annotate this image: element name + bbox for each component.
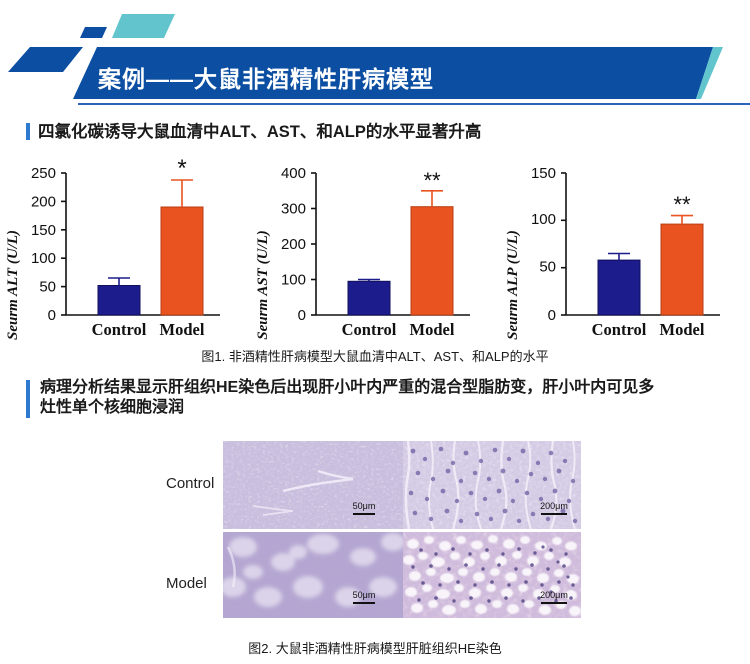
svg-text:50μm: 50μm [353, 590, 376, 600]
svg-text:0: 0 [298, 307, 306, 324]
svg-text:150: 150 [531, 165, 556, 182]
svg-text:200: 200 [31, 193, 56, 210]
svg-text:Seurm ALT (U/L): Seurm ALT (U/L) [5, 230, 21, 340]
svg-text:50: 50 [539, 258, 556, 275]
svg-text:150: 150 [31, 222, 56, 239]
svg-text:**: ** [673, 192, 691, 217]
svg-text:250: 250 [31, 165, 56, 182]
svg-text:0: 0 [48, 307, 56, 324]
svg-text:Control: Control [92, 320, 147, 339]
svg-text:200μm: 200μm [540, 590, 568, 600]
svg-text:50: 50 [39, 279, 56, 296]
svg-text:0: 0 [548, 307, 556, 324]
svg-text:Seurm ALP (U/L): Seurm ALP (U/L) [505, 230, 521, 340]
svg-text:100: 100 [281, 272, 306, 289]
svg-text:**: ** [423, 168, 441, 193]
svg-text:*: * [177, 155, 186, 182]
svg-text:300: 300 [281, 201, 306, 218]
svg-text:Model: Model [160, 320, 205, 339]
svg-text:Control: Control [592, 320, 647, 339]
svg-text:Model: Model [660, 320, 705, 339]
svg-text:Seurm AST (U/L): Seurm AST (U/L) [255, 230, 271, 339]
svg-text:Control: Control [342, 320, 397, 339]
svg-text:400: 400 [281, 165, 306, 182]
svg-text:200μm: 200μm [540, 501, 568, 511]
svg-text:100: 100 [31, 250, 56, 267]
svg-text:100: 100 [531, 211, 556, 228]
svg-text:Model: Model [410, 320, 455, 339]
svg-text:50μm: 50μm [353, 501, 376, 511]
svg-text:200: 200 [281, 236, 306, 253]
